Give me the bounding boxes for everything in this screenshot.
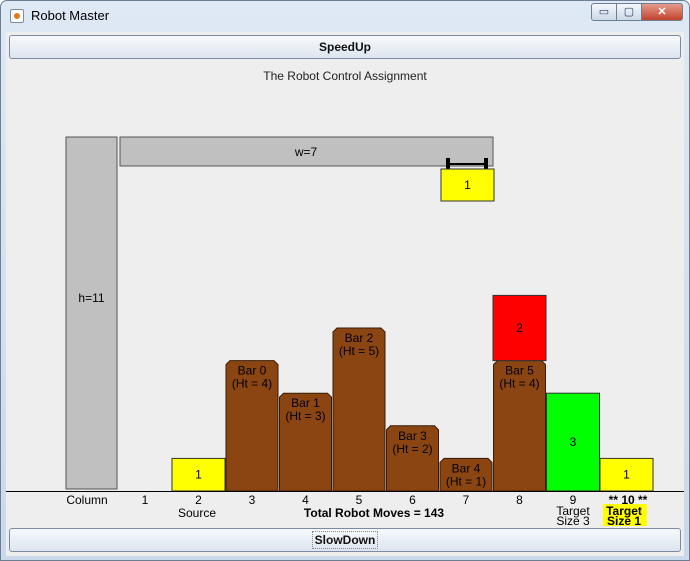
window-title: Robot Master xyxy=(31,8,110,23)
block-3 xyxy=(599,457,654,492)
bar-label: Bar 0 xyxy=(238,364,267,378)
bar-label: Bar 3 xyxy=(398,429,427,443)
target1-line2: Size 1 xyxy=(607,514,641,526)
block-value: 3 xyxy=(570,435,577,449)
column-number: 6 xyxy=(409,493,416,507)
title-bar[interactable]: Robot Master ▭ ▢ ✕ xyxy=(1,1,689,31)
column-number: 1 xyxy=(142,493,149,507)
java-cup-icon xyxy=(10,9,24,23)
blocks-layer: 1 2 3 1 xyxy=(171,294,654,492)
robot-column xyxy=(65,136,118,490)
maximize-button[interactable]: ▢ xyxy=(616,3,642,21)
bar-height-label: (Ht = 2) xyxy=(392,442,432,456)
robot-stage: h=11 w=7 1 Bar 0(Ht = 4)Bar 1(Ht = 3)Bar… xyxy=(6,136,684,526)
target3-line1: Target xyxy=(556,504,590,518)
column-number-10: ** 10 ** xyxy=(609,493,648,507)
column-number: 3 xyxy=(249,493,256,507)
bar-height-label: (Ht = 1) xyxy=(446,474,486,488)
source-label: Source xyxy=(178,506,216,520)
bars-layer: Bar 0(Ht = 4)Bar 1(Ht = 3)Bar 2(Ht = 5)B… xyxy=(225,327,546,492)
bar-height-label: (Ht = 3) xyxy=(285,409,325,423)
column-caption: Column xyxy=(66,493,107,507)
speedup-button[interactable]: SpeedUp xyxy=(9,35,681,59)
bar-label: Bar 5 xyxy=(505,364,534,378)
column-numbers: 1 2 3 4 5 6 7 8 9 xyxy=(142,493,577,507)
minimize-button[interactable]: ▭ xyxy=(591,3,617,21)
column-number: 7 xyxy=(463,493,470,507)
total-moves-text: Total Robot Moves = 143 xyxy=(304,506,444,520)
column-number: 2 xyxy=(195,493,202,507)
robot-arm xyxy=(119,136,494,167)
arm-width-label: w=7 xyxy=(294,145,318,159)
bar-label: Bar 4 xyxy=(452,461,481,475)
block-2 xyxy=(546,392,600,492)
close-button[interactable]: ✕ xyxy=(641,3,683,21)
robot-gripper xyxy=(446,158,488,176)
held-block-value: 1 xyxy=(464,178,471,192)
client-area: SpeedUp The Robot Control Assignment h=1… xyxy=(6,32,684,556)
bar-label: Bar 1 xyxy=(291,396,320,410)
column-number: 5 xyxy=(356,493,363,507)
bar-height-label: (Ht = 4) xyxy=(499,377,539,391)
target1-line1: Target xyxy=(606,504,642,518)
slowdown-button[interactable]: SlowDown xyxy=(9,528,681,552)
assignment-title: The Robot Control Assignment xyxy=(263,69,427,83)
block-value: 1 xyxy=(195,468,202,482)
column-height-label: h=11 xyxy=(78,291,104,305)
column-number: 8 xyxy=(516,493,523,507)
column-number: 4 xyxy=(302,493,309,507)
column-number: 9 xyxy=(570,493,577,507)
held-block xyxy=(440,168,495,202)
bar-label: Bar 2 xyxy=(345,331,374,345)
target3-line2: Size 3 xyxy=(556,514,590,526)
slowdown-label: SlowDown xyxy=(311,531,379,549)
bar-height-label: (Ht = 5) xyxy=(339,344,379,358)
target-size1-highlight xyxy=(603,504,647,526)
block-1 xyxy=(492,294,547,362)
bar-height-label: (Ht = 4) xyxy=(232,377,272,391)
block-value: 1 xyxy=(623,468,630,482)
block-value: 2 xyxy=(516,321,523,335)
block-0 xyxy=(171,457,226,492)
